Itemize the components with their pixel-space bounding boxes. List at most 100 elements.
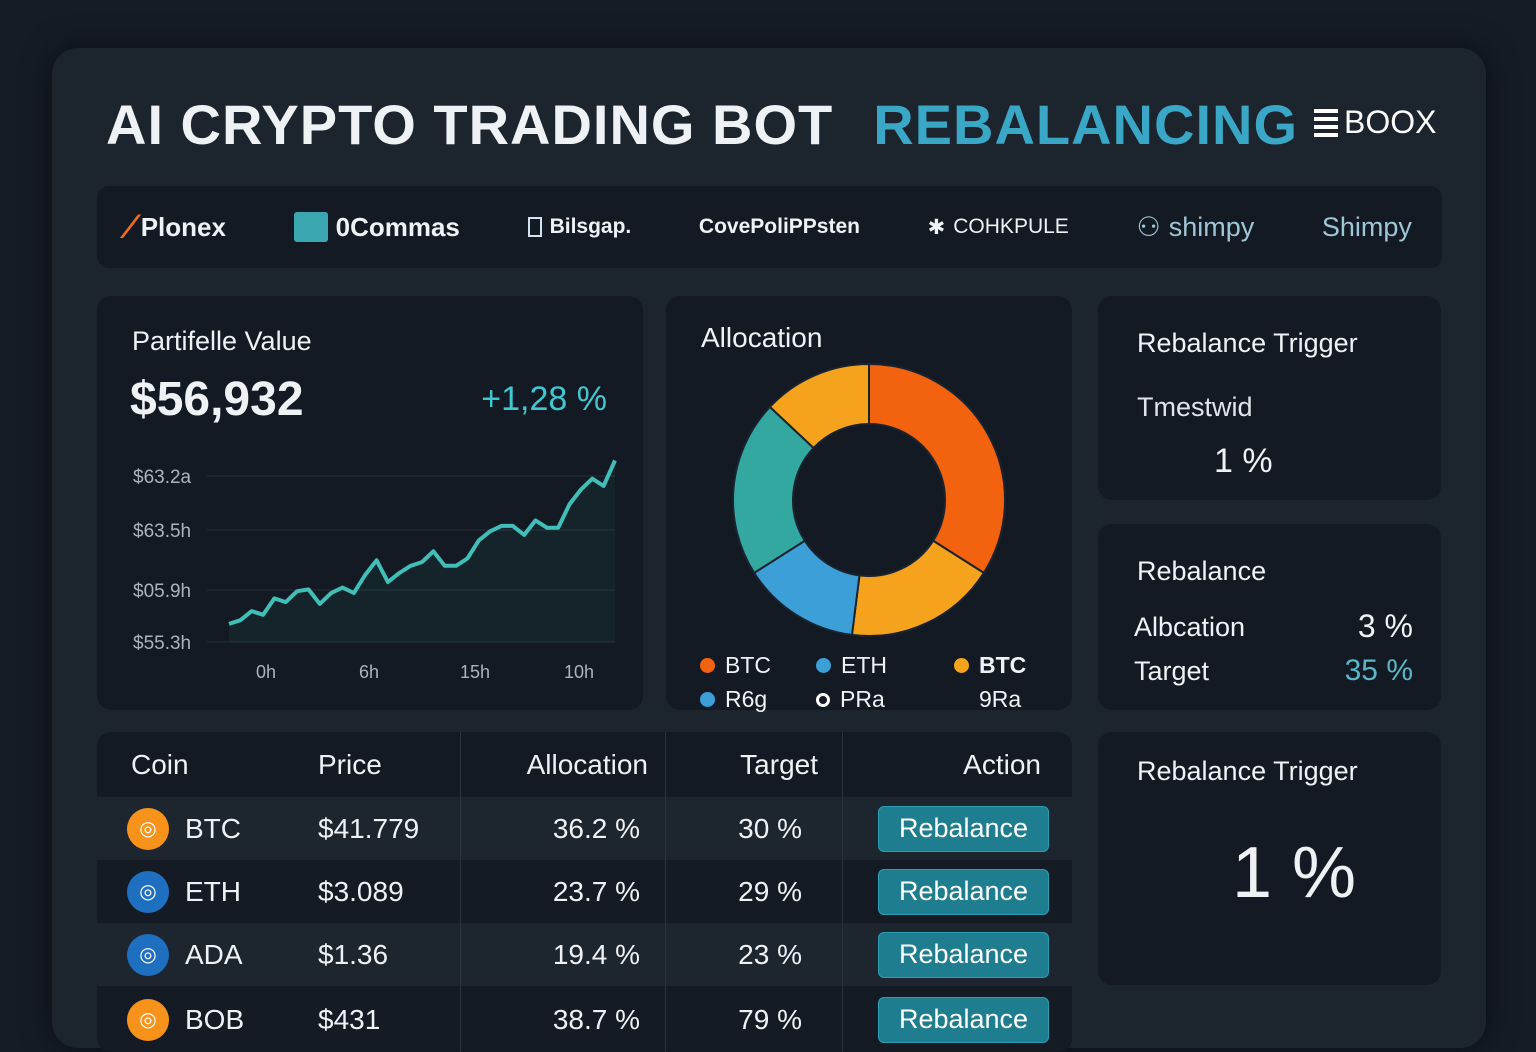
legend-label: 9Ra xyxy=(979,686,1021,713)
donut-slice xyxy=(869,364,1005,573)
trigger2-value: 1 % xyxy=(1232,832,1356,914)
people-icon: ⚇ xyxy=(1136,212,1160,243)
exchange-label: 0Commas xyxy=(336,212,460,243)
exchange-label: Shimpy xyxy=(1322,212,1412,243)
coin-symbol: BTC xyxy=(185,813,241,845)
title-accent: REBALANCING xyxy=(873,93,1298,156)
line-area xyxy=(229,461,615,643)
exchange-cohkpule[interactable]: ✱COHKPULE xyxy=(928,215,1069,240)
allocation-title: Allocation xyxy=(701,322,822,354)
column-divider xyxy=(460,732,461,1052)
title-main: AI CRYPTO TRADING BOT xyxy=(106,93,833,156)
coin-allocation: 19.4 % xyxy=(553,939,640,971)
legend-dot xyxy=(816,658,831,673)
commas-logo-icon xyxy=(294,212,328,242)
legend-dot xyxy=(700,658,715,673)
header-price: Price xyxy=(318,749,382,781)
coin-symbol: ETH xyxy=(185,876,241,908)
table-row: ◎ ETH $3.089 23.7 % 29 % Rebalance xyxy=(97,860,1072,923)
exchange-shimpy-2[interactable]: Shimpy xyxy=(1322,212,1412,243)
exchange-bilsgap[interactable]: Bilsgap. xyxy=(528,215,632,239)
holdings-table: Coin Price Allocation Target Action ◎ BT… xyxy=(97,732,1072,1052)
coin-allocation: 38.7 % xyxy=(553,1004,640,1036)
rebalance-title: Rebalance xyxy=(1137,556,1266,587)
coin-symbol: ADA xyxy=(185,939,243,971)
legend-label: BTC xyxy=(725,652,771,679)
coin-allocation: 23.7 % xyxy=(553,876,640,908)
table-row: ◎ BTC $41.779 36.2 % 30 % Rebalance xyxy=(97,797,1072,860)
allocation-card: Allocation BTC ETH BTC R6g PRa 9Ra xyxy=(666,296,1072,710)
legend-item: BTC xyxy=(954,652,1026,679)
rebalance-button[interactable]: Rebalance xyxy=(878,932,1049,978)
coin-price: $3.089 xyxy=(318,876,404,908)
rebalance-card: Rebalance Albcation 3 % Target 35 % xyxy=(1098,524,1441,710)
x-tick-label: 0h xyxy=(256,662,276,682)
rebalance-trigger-card: Rebalance Trigger Tmestwid 1 % xyxy=(1098,296,1441,500)
legend-item: R6g xyxy=(700,686,767,713)
coin-allocation: 36.2 % xyxy=(553,813,640,845)
legend-item: PRa xyxy=(816,686,885,713)
header-allocation: Allocation xyxy=(527,749,648,781)
plonex-logo-icon: ⁄ xyxy=(127,208,133,247)
y-tick-label: $55.3h xyxy=(133,633,191,654)
legend-item: ETH xyxy=(816,652,887,679)
legend-label: BTC xyxy=(979,652,1026,679)
rebalance-trigger-card-2: Rebalance Trigger 1 % xyxy=(1098,732,1441,985)
exchange-label: Plonex xyxy=(141,212,226,243)
exchange-bar: ⁄Plonex 0Commas Bilsgap. CovePoliPPsten … xyxy=(97,186,1442,268)
coin-target: 29 % xyxy=(738,876,802,908)
page-title: AI CRYPTO TRADING BOT REBALANCING xyxy=(106,92,1298,157)
trigger-title: Rebalance Trigger xyxy=(1137,328,1358,359)
table-row: ◎ BOB $431 38.7 % 79 % Rebalance xyxy=(97,988,1072,1051)
rebalance-target-label: Target xyxy=(1134,656,1209,687)
exchange-label: shimpy xyxy=(1169,212,1255,243)
rebalance-allocation-value: 3 % xyxy=(1358,608,1413,645)
coin-icon: ◎ xyxy=(127,871,169,913)
rebalance-button[interactable]: Rebalance xyxy=(878,869,1049,915)
brand-logo[interactable]: BOOX xyxy=(1314,104,1436,141)
legend-dot xyxy=(700,692,715,707)
header-action: Action xyxy=(963,749,1041,781)
trigger-value: 1 % xyxy=(1214,442,1273,481)
header-coin: Coin xyxy=(131,749,189,781)
rebalance-button[interactable]: Rebalance xyxy=(878,997,1049,1043)
exchange-plonex[interactable]: ⁄ Plonex xyxy=(127,208,226,247)
coin-price: $431 xyxy=(318,1004,380,1036)
column-divider xyxy=(842,732,843,1052)
exchange-label: Bilsgap. xyxy=(550,215,632,239)
legend-dot xyxy=(816,693,830,707)
x-tick-label: 15h xyxy=(460,662,490,682)
document-icon xyxy=(528,217,542,237)
y-tick-label: $05.9h xyxy=(133,581,191,602)
table-row: ◎ ADA $1.36 19.4 % 23 % Rebalance xyxy=(97,923,1072,986)
coin-symbol: BOB xyxy=(185,1004,244,1036)
exchange-shimpy[interactable]: ⚇ shimpy xyxy=(1136,212,1254,243)
exchange-covepolippsten[interactable]: CovePoliPPsten xyxy=(699,215,860,239)
column-divider xyxy=(665,732,666,1052)
legend-label: PRa xyxy=(840,686,885,713)
coin-target: 30 % xyxy=(738,813,802,845)
coin-icon: ◎ xyxy=(127,808,169,850)
trigger2-title: Rebalance Trigger xyxy=(1137,756,1358,787)
exchange-0commas[interactable]: 0Commas xyxy=(294,212,460,243)
coin-price: $41.779 xyxy=(318,813,419,845)
x-tick-label: 6h xyxy=(359,662,379,682)
rebalance-button[interactable]: Rebalance xyxy=(878,806,1049,852)
portfolio-card: Partifelle Value $56,932 +1,28 % $63.2a$… xyxy=(97,296,643,710)
coin-icon: ◎ xyxy=(127,934,169,976)
legend-dot xyxy=(954,658,969,673)
coin-target: 79 % xyxy=(738,1004,802,1036)
coin-target: 23 % xyxy=(738,939,802,971)
rebalance-target-value: 35 % xyxy=(1345,654,1413,688)
rebalance-allocation-label: Albcation xyxy=(1134,612,1245,643)
exchange-label: CovePoliPPsten xyxy=(699,215,860,239)
header-target: Target xyxy=(740,749,818,781)
allocation-donut-chart xyxy=(666,356,1072,696)
table-header: Coin Price Allocation Target Action xyxy=(97,732,1072,797)
legend-label: ETH xyxy=(841,652,887,679)
legend-label: R6g xyxy=(725,686,767,713)
trigger-sub: Tmestwid xyxy=(1137,392,1253,423)
x-tick-label: 10h xyxy=(564,662,594,682)
coin-price: $1.36 xyxy=(318,939,388,971)
